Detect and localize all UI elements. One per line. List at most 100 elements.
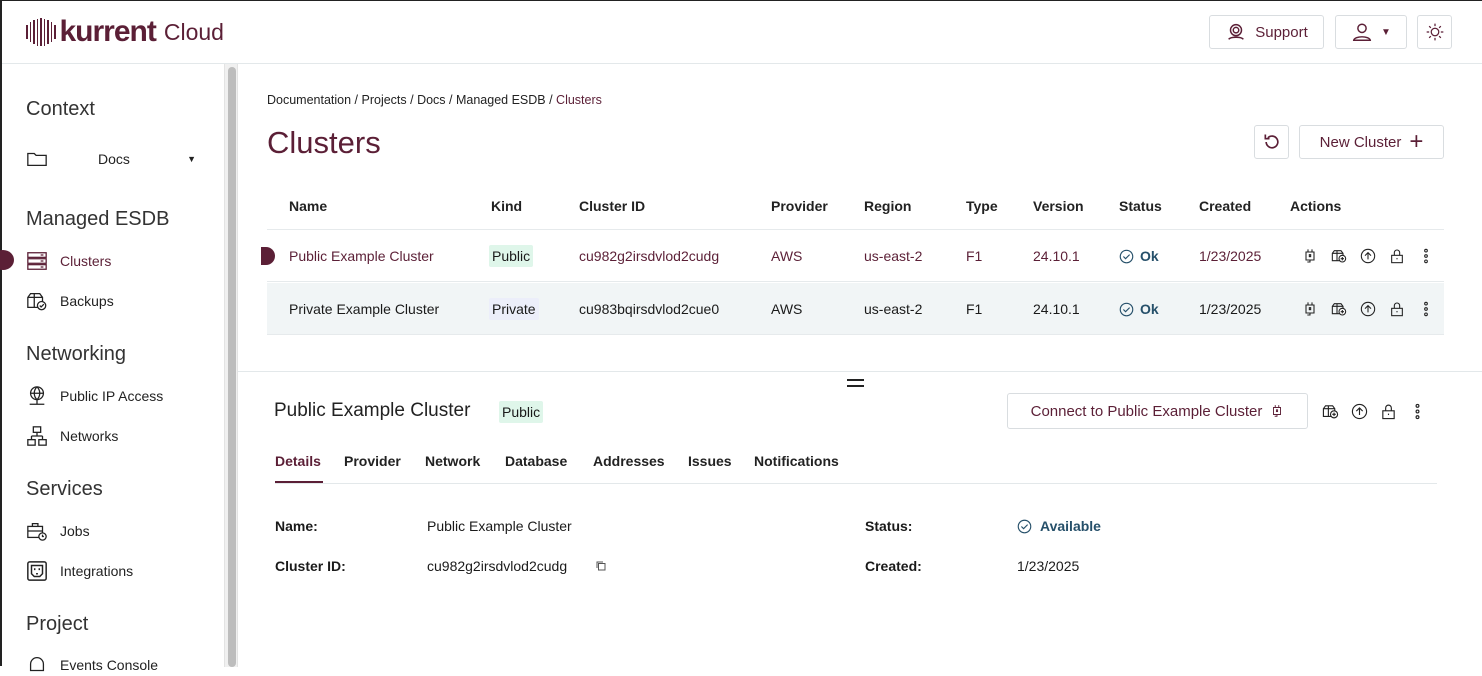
caret-down-icon: ▼ (187, 154, 196, 164)
status: Ok (1119, 283, 1159, 335)
name-label: Name: (275, 518, 318, 534)
connect-icon[interactable] (1302, 248, 1318, 264)
copy-icon[interactable] (595, 560, 607, 572)
resize-handle-icon[interactable] (847, 379, 864, 387)
refresh-button[interactable] (1254, 125, 1289, 159)
provider: AWS (771, 301, 803, 317)
sidebar-item-label: Jobs (60, 523, 90, 539)
sidebar-item-integrations[interactable]: Integrations (26, 560, 133, 582)
support-label: Support (1255, 23, 1308, 41)
support-button[interactable]: Support (1209, 15, 1324, 49)
globe-icon (29, 386, 45, 405)
theme-toggle-button[interactable] (1417, 15, 1452, 49)
sun-icon (1426, 23, 1443, 41)
lock-icon[interactable] (1389, 248, 1405, 264)
context-heading: Context (26, 98, 95, 120)
cluster-name-link[interactable]: Private Example Cluster (289, 301, 440, 317)
top-bar: kurrent Cloud Support ▼ (2, 1, 1482, 64)
connect-icon[interactable] (1302, 301, 1318, 317)
created-value: 1/23/2025 (1017, 558, 1080, 574)
sidebar-item-label: Events Console (60, 657, 159, 673)
upgrade-icon[interactable] (1360, 248, 1376, 264)
column-header[interactable]: Created (1199, 198, 1252, 214)
sidebar-item-backups[interactable]: Backups (26, 290, 114, 312)
status-text: Ok (1140, 301, 1159, 317)
sidebar-item-jobs[interactable]: Jobs (26, 520, 90, 542)
scrollbar-thumb[interactable] (228, 67, 236, 667)
plug-icon (1273, 405, 1282, 417)
create-backup-icon[interactable] (1331, 301, 1347, 317)
status-value: Available (1017, 518, 1101, 534)
version: 24.10.1 (1033, 301, 1080, 317)
selected-row-indicator (261, 247, 275, 265)
table-row[interactable]: Private Example Cluster Private cu983bqi… (267, 283, 1444, 335)
column-header[interactable]: Provider (771, 198, 828, 214)
cluster-id-label: Cluster ID: (275, 558, 346, 574)
create-backup-icon[interactable] (1331, 248, 1347, 264)
tab-database[interactable]: Database (505, 453, 568, 469)
section-heading: Managed ESDB (26, 208, 170, 230)
user-icon (1352, 23, 1372, 41)
column-header[interactable]: Status (1119, 198, 1162, 214)
created: 1/23/2025 (1199, 248, 1262, 264)
section-heading: Services (26, 478, 103, 500)
connect-label: Connect to Public Example Cluster (1030, 402, 1263, 420)
tab-details[interactable]: Details (275, 453, 321, 469)
upgrade-icon[interactable] (1351, 403, 1368, 420)
created: 1/23/2025 (1199, 301, 1262, 317)
sidebar: Context Docs ▼ Managed ESDB Clusters Bac… (0, 64, 224, 673)
cluster-id-value: cu982g2irsdvlod2cudg (427, 558, 568, 574)
tab-issues[interactable]: Issues (688, 453, 732, 469)
upgrade-icon[interactable] (1360, 301, 1376, 317)
create-backup-icon[interactable] (1322, 403, 1339, 420)
cluster-id: cu983bqirsdvlod2cue0 (579, 301, 720, 317)
type: F1 (966, 248, 983, 264)
breadcrumb-item[interactable]: Docs (417, 93, 446, 107)
logo[interactable]: kurrent Cloud (26, 15, 224, 49)
breadcrumb: Documentation / Projects / Docs / Manage… (267, 93, 602, 107)
connect-button[interactable]: Connect to Public Example Cluster (1007, 393, 1308, 429)
user-menu-button[interactable]: ▼ (1335, 15, 1407, 49)
tab-notifications[interactable]: Notifications (754, 453, 839, 469)
breadcrumb-item[interactable]: Projects (361, 93, 407, 107)
tab-provider[interactable]: Provider (344, 453, 401, 469)
lock-icon[interactable] (1389, 301, 1405, 317)
check-circle-icon (1017, 519, 1032, 533)
more-options-icon[interactable] (1418, 248, 1434, 264)
more-options-icon[interactable] (1418, 301, 1434, 317)
cluster-name-link[interactable]: Public Example Cluster (289, 248, 434, 264)
status: Ok (1119, 230, 1159, 282)
context-value: Docs (98, 151, 130, 167)
sidebar-item-label: Integrations (60, 563, 134, 579)
column-header[interactable]: Type (966, 198, 998, 214)
sidebar-item-label: Networks (60, 428, 119, 444)
sidebar-item-label: Backups (60, 293, 114, 309)
sidebar-item-clusters[interactable]: Clusters (26, 250, 111, 272)
sidebar-item-label: Clusters (60, 253, 112, 269)
sidebar-item-public-ip-access[interactable]: Public IP Access (26, 385, 163, 407)
tab-network[interactable]: Network (425, 453, 481, 469)
breadcrumb-item[interactable]: Managed ESDB (455, 93, 546, 107)
column-header[interactable]: Version (1033, 198, 1084, 214)
new-cluster-button[interactable]: New Cluster + (1299, 125, 1444, 159)
more-options-icon[interactable] (1409, 403, 1426, 420)
sidebar-scrollbar[interactable] (224, 64, 238, 667)
sidebar-item-events-console[interactable]: Events Console (26, 654, 158, 676)
name-value: Public Example Cluster (427, 518, 572, 534)
table-row[interactable]: Public Example Cluster Public cu982g2irs… (261, 230, 1444, 282)
breadcrumb-item[interactable]: Documentation (267, 93, 352, 107)
row-actions (1302, 230, 1434, 282)
breadcrumb-separator: / (406, 93, 418, 107)
tab-addresses[interactable]: Addresses (593, 453, 665, 469)
logo-mark (26, 18, 56, 46)
page-title: Clusters (267, 125, 381, 160)
column-header[interactable]: Kind (491, 198, 523, 214)
column-header[interactable]: Region (864, 198, 912, 214)
column-header[interactable]: Cluster ID (579, 198, 646, 214)
sidebar-item-networks[interactable]: Networks (26, 425, 118, 447)
column-header[interactable]: Name (289, 198, 328, 214)
section-heading: Project (26, 613, 89, 635)
context-selector[interactable]: Docs ▼ (26, 148, 196, 170)
kind-badge: Private (489, 298, 539, 320)
lock-icon[interactable] (1380, 403, 1397, 420)
